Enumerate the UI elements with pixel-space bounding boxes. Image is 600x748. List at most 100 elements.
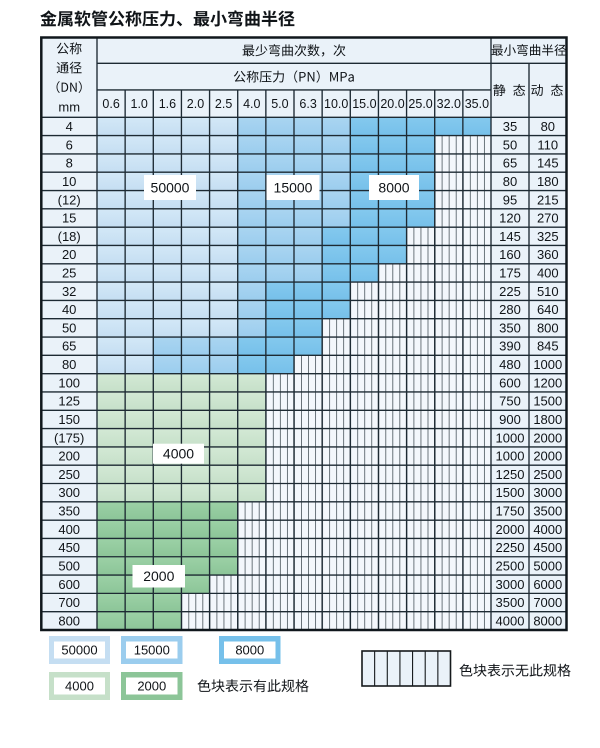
svg-text:(18): (18) (58, 229, 81, 244)
svg-text:225: 225 (499, 284, 521, 299)
svg-text:145: 145 (537, 156, 559, 171)
svg-text:400: 400 (537, 266, 559, 281)
svg-text:350: 350 (58, 504, 80, 519)
svg-text:15000: 15000 (134, 643, 170, 658)
svg-text:20.0: 20.0 (380, 97, 404, 111)
svg-text:1200: 1200 (533, 375, 562, 390)
svg-text:175: 175 (499, 266, 521, 281)
svg-text:6.3: 6.3 (299, 97, 316, 111)
svg-text:2.5: 2.5 (215, 97, 232, 111)
svg-text:2000: 2000 (533, 449, 562, 464)
svg-text:200: 200 (58, 449, 80, 464)
svg-text:80: 80 (62, 357, 76, 372)
svg-text:5000: 5000 (533, 559, 562, 574)
svg-text:40: 40 (62, 302, 76, 317)
svg-text:2500: 2500 (533, 467, 562, 482)
svg-text:3500: 3500 (496, 595, 525, 610)
svg-text:800: 800 (537, 320, 559, 335)
svg-text:280: 280 (499, 302, 521, 317)
svg-text:480: 480 (499, 357, 521, 372)
svg-text:120: 120 (499, 211, 521, 226)
svg-text:400: 400 (58, 522, 80, 537)
svg-text:1250: 1250 (496, 467, 525, 482)
svg-text:2000: 2000 (137, 679, 166, 694)
svg-text:100: 100 (58, 375, 80, 390)
svg-text:4500: 4500 (533, 540, 562, 555)
svg-text:15.0: 15.0 (352, 97, 376, 111)
svg-text:360: 360 (537, 247, 559, 262)
svg-text:1500: 1500 (496, 485, 525, 500)
svg-text:1800: 1800 (533, 412, 562, 427)
svg-text:700: 700 (58, 595, 80, 610)
svg-text:3500: 3500 (533, 504, 562, 519)
svg-text:1.0: 1.0 (131, 97, 148, 111)
svg-text:80: 80 (503, 174, 517, 189)
svg-text:270: 270 (537, 211, 559, 226)
svg-text:8: 8 (66, 156, 73, 171)
svg-text:145: 145 (499, 229, 521, 244)
svg-text:4000: 4000 (163, 446, 194, 462)
svg-text:1000: 1000 (496, 449, 525, 464)
svg-text:5.0: 5.0 (271, 97, 288, 111)
svg-text:2000: 2000 (533, 430, 562, 445)
svg-text:50000: 50000 (61, 643, 97, 658)
svg-text:1500: 1500 (533, 394, 562, 409)
svg-text:215: 215 (537, 192, 559, 207)
svg-text:10.0: 10.0 (324, 97, 348, 111)
svg-text:4.0: 4.0 (243, 97, 260, 111)
svg-text:845: 845 (537, 339, 559, 354)
svg-text:750: 750 (499, 394, 521, 409)
svg-text:600: 600 (58, 577, 80, 592)
svg-text:2000: 2000 (496, 522, 525, 537)
svg-text:2250: 2250 (496, 540, 525, 555)
svg-text:6: 6 (66, 137, 73, 152)
svg-text:25: 25 (62, 266, 76, 281)
svg-text:15: 15 (62, 211, 76, 226)
svg-text:3000: 3000 (496, 577, 525, 592)
svg-text:4000: 4000 (496, 613, 525, 628)
svg-text:800: 800 (58, 613, 80, 628)
svg-text:6000: 6000 (533, 577, 562, 592)
svg-text:1750: 1750 (496, 504, 525, 519)
svg-text:1000: 1000 (533, 357, 562, 372)
svg-text:150: 150 (58, 412, 80, 427)
svg-text:450: 450 (58, 540, 80, 555)
svg-text:15000: 15000 (274, 179, 313, 195)
svg-text:65: 65 (62, 339, 76, 354)
svg-text:500: 500 (58, 559, 80, 574)
svg-text:4: 4 (66, 119, 73, 134)
svg-text:(12): (12) (58, 192, 81, 207)
svg-text:7000: 7000 (533, 595, 562, 610)
svg-text:510: 510 (537, 284, 559, 299)
svg-text:25.0: 25.0 (408, 97, 432, 111)
svg-text:1.6: 1.6 (159, 97, 176, 111)
svg-text:3000: 3000 (533, 485, 562, 500)
svg-text:2000: 2000 (143, 568, 174, 584)
svg-text:50000: 50000 (151, 179, 190, 195)
svg-text:8000: 8000 (378, 179, 409, 195)
svg-text:350: 350 (499, 320, 521, 335)
svg-text:10: 10 (62, 174, 76, 189)
svg-text:1000: 1000 (496, 430, 525, 445)
svg-text:125: 125 (58, 394, 80, 409)
svg-text:390: 390 (499, 339, 521, 354)
svg-text:325: 325 (537, 229, 559, 244)
svg-text:900: 900 (499, 412, 521, 427)
svg-text:32: 32 (62, 284, 76, 299)
svg-text:32.0: 32.0 (437, 97, 461, 111)
svg-text:65: 65 (503, 156, 517, 171)
svg-text:50: 50 (62, 320, 76, 335)
svg-text:8000: 8000 (235, 643, 264, 658)
svg-text:80: 80 (541, 119, 555, 134)
svg-text:160: 160 (499, 247, 521, 262)
svg-text:4000: 4000 (533, 522, 562, 537)
svg-text:640: 640 (537, 302, 559, 317)
svg-text:mm: mm (58, 99, 80, 114)
svg-text:95: 95 (503, 192, 517, 207)
svg-text:50: 50 (503, 137, 517, 152)
svg-text:250: 250 (58, 467, 80, 482)
svg-text:2500: 2500 (496, 559, 525, 574)
svg-text:600: 600 (499, 375, 521, 390)
svg-text:4000: 4000 (65, 679, 94, 694)
svg-text:35.0: 35.0 (465, 97, 489, 111)
